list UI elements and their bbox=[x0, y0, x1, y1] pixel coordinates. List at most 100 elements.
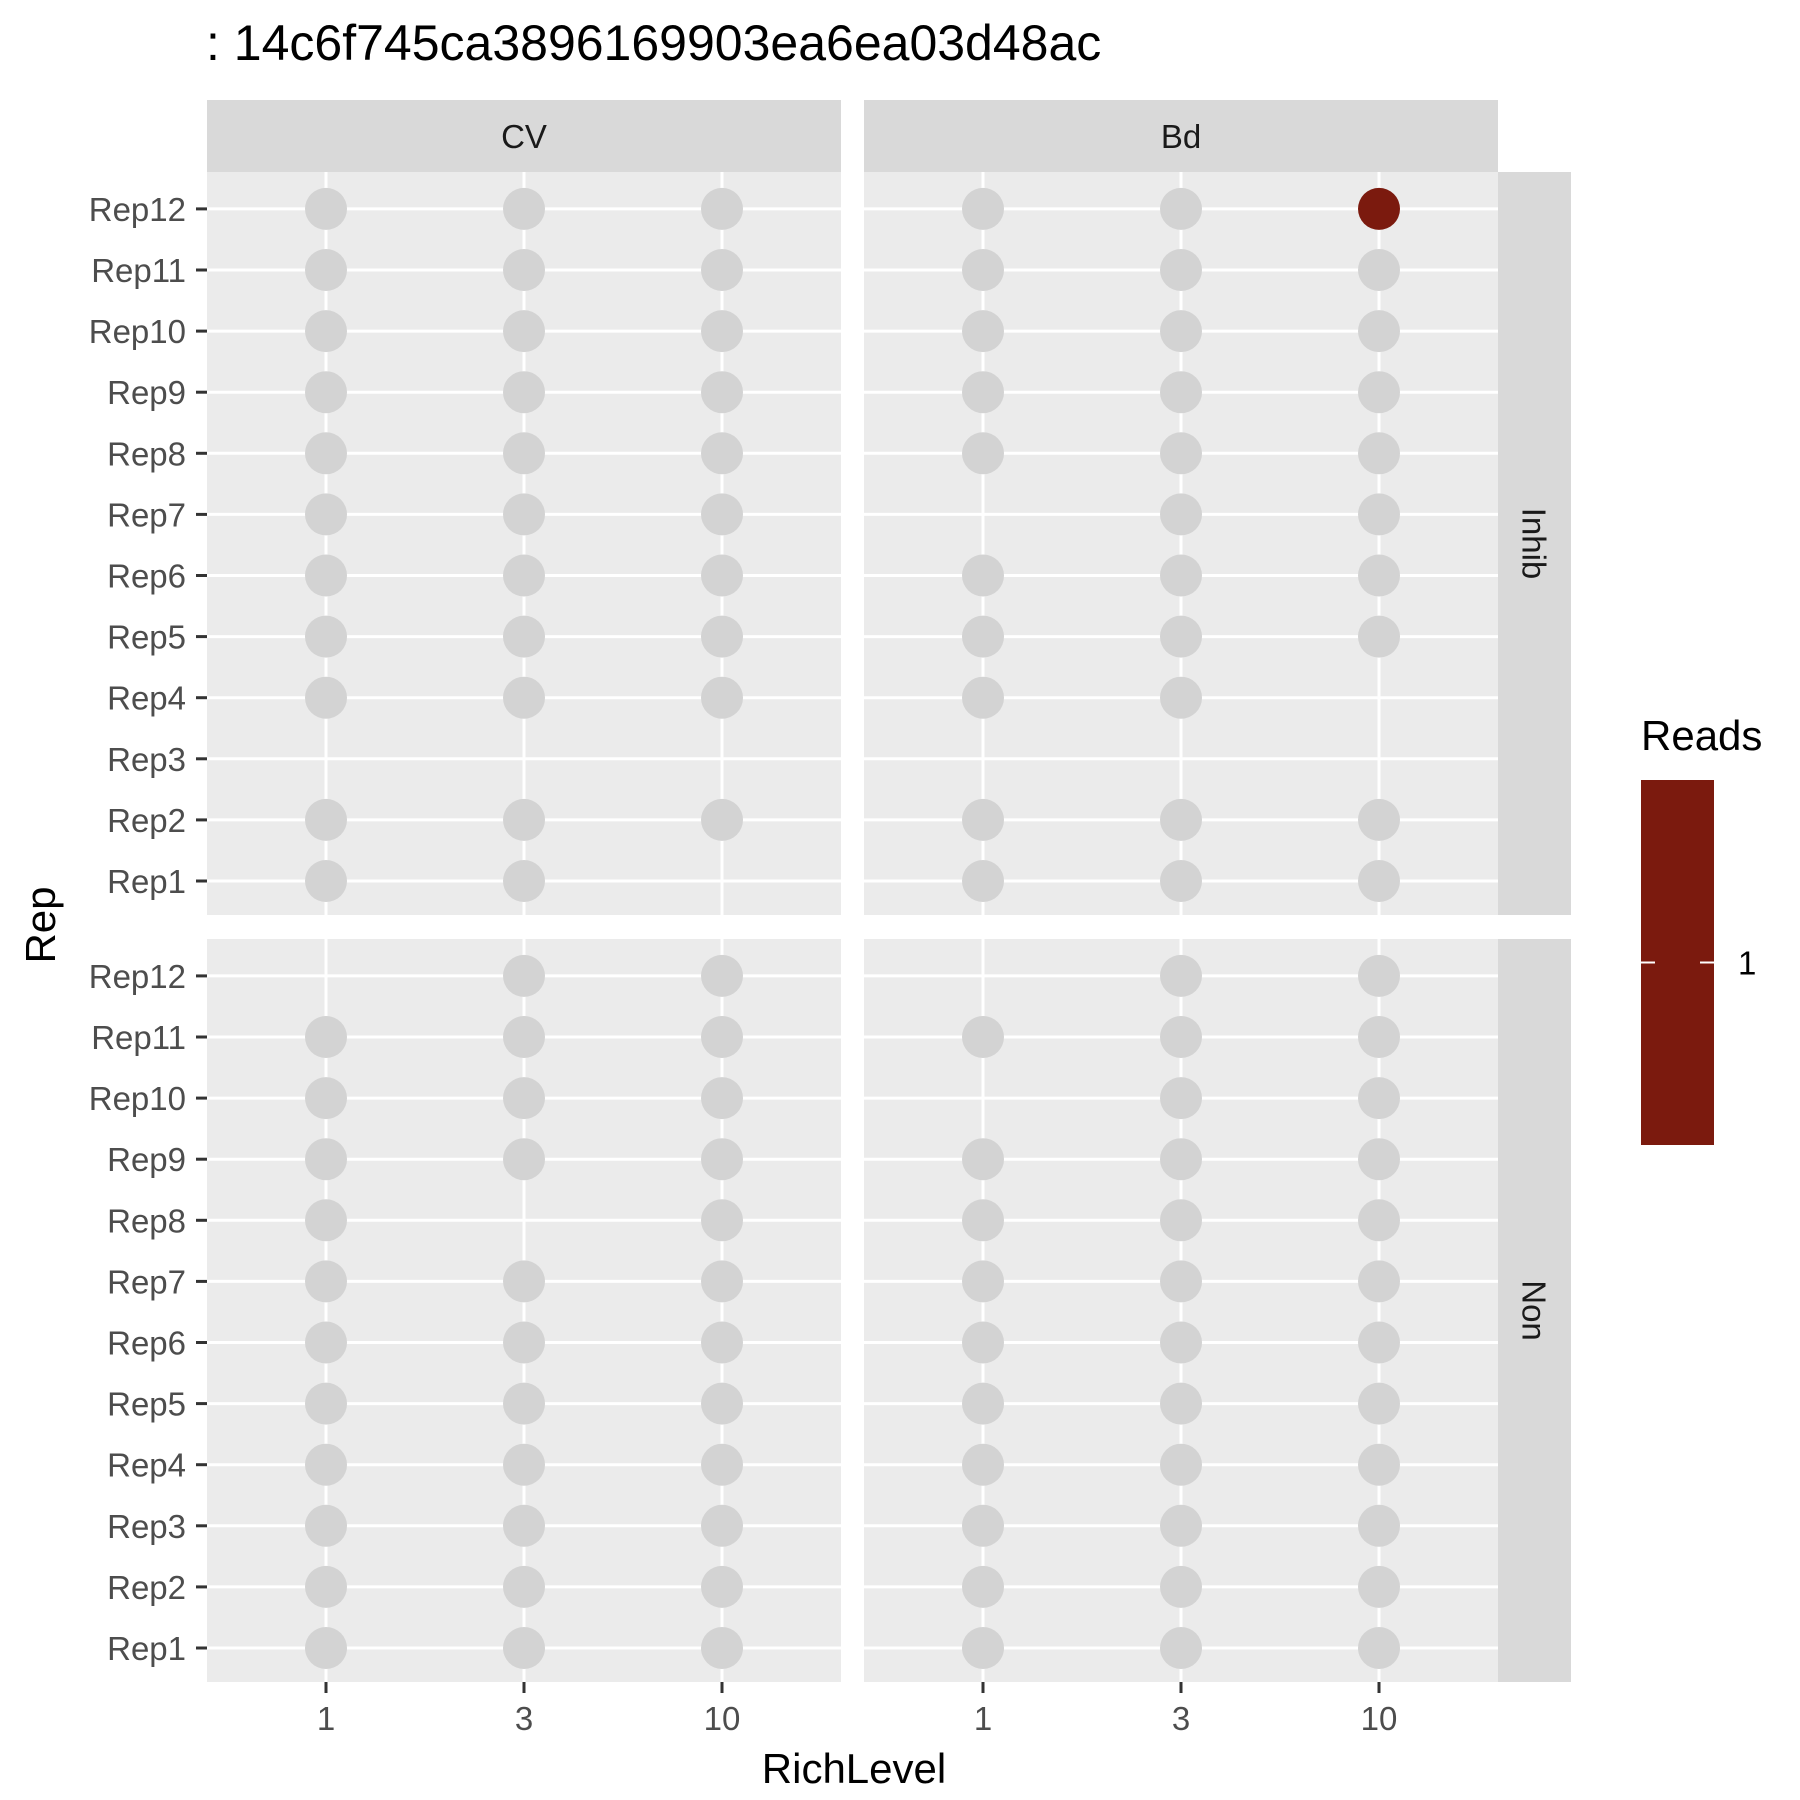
chart-title: : 14c6f745ca3896169903ea6ea03d48ac bbox=[206, 15, 1101, 71]
data-point bbox=[1358, 1443, 1400, 1486]
y-tick-label: Rep6 bbox=[107, 558, 186, 595]
data-point bbox=[701, 798, 743, 841]
y-tick-label: Rep1 bbox=[107, 1630, 186, 1667]
legend: Reads 1 bbox=[1641, 712, 1762, 1145]
data-point bbox=[1358, 1199, 1400, 1242]
data-point bbox=[962, 1138, 1004, 1181]
data-point bbox=[503, 615, 545, 658]
row-strip-label: Non bbox=[1516, 1280, 1553, 1341]
data-point bbox=[962, 1016, 1004, 1058]
data-point bbox=[701, 493, 743, 536]
data-point bbox=[1160, 249, 1202, 291]
data-point bbox=[962, 798, 1004, 841]
data-point bbox=[1160, 554, 1202, 597]
data-point bbox=[503, 1016, 545, 1058]
data-point bbox=[701, 249, 743, 291]
data-point bbox=[701, 1565, 743, 1608]
y-tick-label: Rep6 bbox=[107, 1325, 186, 1362]
data-point bbox=[503, 310, 545, 353]
data-point bbox=[962, 1260, 1004, 1303]
data-point bbox=[701, 371, 743, 414]
row-strip-label: Inhib bbox=[1516, 508, 1553, 580]
column-strip-cv bbox=[207, 100, 841, 172]
column-strip-bd bbox=[864, 100, 1498, 172]
data-point bbox=[503, 954, 545, 997]
legend-title: Reads bbox=[1641, 712, 1762, 759]
data-point bbox=[1358, 860, 1400, 902]
data-point bbox=[305, 1443, 347, 1486]
data-point bbox=[1160, 1443, 1202, 1486]
data-point bbox=[701, 1321, 743, 1364]
data-point bbox=[1160, 676, 1202, 719]
data-point bbox=[1160, 493, 1202, 536]
data-point bbox=[1358, 1382, 1400, 1425]
data-point bbox=[305, 1077, 347, 1120]
data-point bbox=[1160, 310, 1202, 353]
row-strip-non bbox=[1498, 939, 1571, 1682]
data-point bbox=[305, 860, 347, 902]
data-point bbox=[305, 310, 347, 353]
x-axis-title: RichLevel bbox=[762, 1745, 946, 1792]
data-point bbox=[1358, 954, 1400, 997]
data-point bbox=[701, 1199, 743, 1242]
y-tick-label: Rep9 bbox=[107, 1141, 186, 1178]
x-tick-label: 3 bbox=[515, 1700, 533, 1737]
data-point bbox=[503, 187, 545, 230]
column-strip-label: Bd bbox=[1161, 118, 1201, 155]
data-point bbox=[503, 676, 545, 719]
data-point bbox=[701, 1627, 743, 1669]
data-point bbox=[1358, 1260, 1400, 1303]
data-point-reads bbox=[1358, 187, 1400, 230]
data-point bbox=[305, 1321, 347, 1364]
data-point bbox=[1358, 310, 1400, 353]
data-point bbox=[1160, 1138, 1202, 1181]
data-point bbox=[305, 615, 347, 658]
data-point bbox=[701, 554, 743, 597]
data-point bbox=[962, 310, 1004, 353]
data-point bbox=[701, 1504, 743, 1547]
data-point bbox=[962, 1443, 1004, 1486]
data-point bbox=[962, 554, 1004, 597]
y-tick-label: Rep8 bbox=[107, 1202, 186, 1239]
data-point bbox=[701, 1443, 743, 1486]
data-point bbox=[1160, 432, 1202, 475]
y-tick-label: Rep5 bbox=[107, 1386, 186, 1423]
data-point bbox=[701, 310, 743, 353]
data-point bbox=[1358, 798, 1400, 841]
data-point bbox=[503, 860, 545, 902]
y-tick-label: Rep4 bbox=[107, 680, 186, 717]
data-point bbox=[1160, 1260, 1202, 1303]
data-point bbox=[305, 554, 347, 597]
data-point bbox=[503, 1443, 545, 1486]
data-point bbox=[503, 798, 545, 841]
data-point bbox=[1358, 615, 1400, 658]
data-point bbox=[1160, 615, 1202, 658]
data-point bbox=[962, 1565, 1004, 1608]
data-point bbox=[1160, 860, 1202, 902]
data-point bbox=[503, 371, 545, 414]
y-tick-label: Rep7 bbox=[107, 1263, 186, 1300]
y-tick-label: Rep3 bbox=[107, 741, 186, 778]
data-point bbox=[962, 187, 1004, 230]
data-point bbox=[1358, 249, 1400, 291]
data-point bbox=[962, 1199, 1004, 1242]
data-point bbox=[503, 1504, 545, 1547]
data-point bbox=[503, 1260, 545, 1303]
y-tick-label: Rep8 bbox=[107, 435, 186, 472]
data-point bbox=[1160, 1077, 1202, 1120]
data-point bbox=[1358, 1565, 1400, 1608]
y-tick-label: Rep2 bbox=[107, 802, 186, 839]
data-point bbox=[503, 493, 545, 536]
data-point bbox=[1358, 554, 1400, 597]
data-point bbox=[305, 493, 347, 536]
data-point bbox=[701, 187, 743, 230]
data-point bbox=[503, 1138, 545, 1181]
legend-tick-label: 1 bbox=[1738, 945, 1756, 982]
data-point bbox=[1160, 1199, 1202, 1242]
y-tick-label: Rep12 bbox=[89, 958, 186, 995]
x-tick-label: 1 bbox=[317, 1700, 335, 1737]
data-point bbox=[1160, 371, 1202, 414]
data-point bbox=[962, 371, 1004, 414]
data-point bbox=[1160, 187, 1202, 230]
data-point bbox=[701, 615, 743, 658]
